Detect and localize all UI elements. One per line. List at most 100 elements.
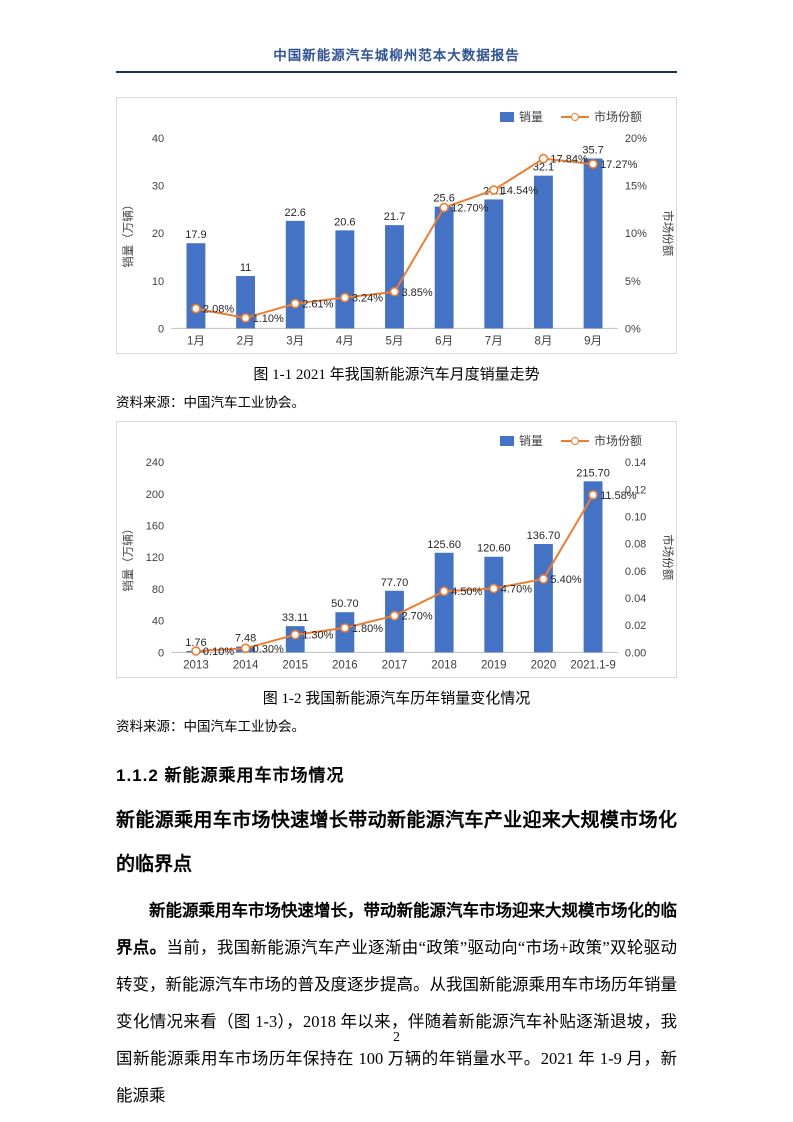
svg-text:10: 10 [152,276,164,288]
svg-text:12.70%: 12.70% [451,203,489,215]
svg-text:1月: 1月 [187,335,205,347]
svg-text:5月: 5月 [386,335,404,347]
svg-text:160: 160 [146,521,164,533]
svg-text:20%: 20% [625,133,647,145]
svg-text:市场份额: 市场份额 [661,534,674,581]
svg-text:2015: 2015 [282,659,308,671]
section-heading: 1.1.2 新能源乘用车市场情况 [116,766,345,785]
legend-bar-label: 销量 [518,110,543,124]
body-paragraph: 新能源乘用车市场快速增长，带动新能源汽车市场迎来大规模市场化的临界点。当前，我国… [116,892,677,1114]
svg-text:120: 120 [146,552,164,564]
svg-text:3.24%: 3.24% [352,293,383,305]
svg-text:0.02: 0.02 [625,620,646,632]
figure-yearly-sales: 销量 市场份额 0 40 80 120 160 200 240 0.00 0.02 0.04 0.06 0… [116,421,677,735]
svg-text:30: 30 [152,181,164,193]
svg-text:32.1: 32.1 [533,162,554,174]
chart-caption-monthly: 图 1-1 2021 年我国新能源汽车月度销量走势 [253,367,540,383]
svg-text:2014: 2014 [233,659,259,671]
svg-text:80: 80 [152,584,164,596]
legend-item-bar: 销量 [499,432,543,449]
svg-text:0.10: 0.10 [625,511,646,523]
paragraph-text: 当前，我国新能源汽车产业逐渐由“政策”驱动向“市场+政策”双轮驱动转变，新能源汽… [116,938,677,1105]
line-marker-swatch-icon [560,112,589,122]
svg-text:2021.1-9: 2021.1-9 [570,659,615,671]
legend-line-label: 市场份额 [593,110,642,124]
svg-text:0: 0 [158,647,164,659]
svg-text:25.6: 25.6 [433,193,454,205]
legend-item-line: 市场份额 [560,108,642,125]
svg-text:2013: 2013 [183,659,209,671]
svg-text:10%: 10% [625,228,647,240]
svg-text:2.61%: 2.61% [302,299,333,311]
svg-text:40: 40 [152,616,164,628]
svg-text:2.08%: 2.08% [203,304,234,316]
source-note-yearly: 资料来源：中国汽车工业协会。 [116,719,305,734]
svg-text:销量（万辆）: 销量（万辆） [121,199,135,268]
svg-text:2016: 2016 [332,659,358,671]
svg-text:1.10%: 1.10% [253,313,284,325]
svg-text:0.04: 0.04 [625,593,646,605]
svg-text:市场份额: 市场份额 [661,210,674,257]
bar-swatch-icon [499,435,514,446]
subsection-heading: 新能源乘用车市场快速增长带动新能源汽车产业迎来大规模市场化的临界点 [116,810,677,875]
svg-text:5%: 5% [625,276,641,288]
svg-text:1.76: 1.76 [185,637,206,649]
svg-text:0.00: 0.00 [625,647,646,659]
svg-text:14.54%: 14.54% [501,185,539,197]
chart-legend: 销量 市场份额 [499,432,642,449]
svg-text:3月: 3月 [286,335,304,347]
combo-chart: 0 10 20 30 40 0% 5% 10% 15% 20% 1月 2月 3月 4月 5月 6月 7月 8月 9月… [121,133,674,347]
page-number: 2 [393,1030,400,1045]
svg-text:33.11: 33.11 [282,612,309,624]
svg-text:2018: 2018 [431,659,457,671]
svg-text:0.08: 0.08 [625,539,646,551]
svg-text:4.50%: 4.50% [451,586,482,598]
svg-text:2月: 2月 [237,335,255,347]
svg-text:50.70: 50.70 [331,598,359,610]
svg-text:11.58%: 11.58% [600,490,637,502]
svg-text:125.60: 125.60 [427,539,461,551]
svg-text:17.9: 17.9 [185,229,206,241]
svg-text:2019: 2019 [481,659,507,671]
svg-text:35.7: 35.7 [582,145,603,157]
svg-text:40: 40 [152,133,164,145]
svg-text:2020: 2020 [531,659,557,671]
page-header-title: 中国新能源汽车城柳州范本大数据报告 [273,48,520,63]
line-marker-swatch-icon [560,436,589,446]
svg-text:20: 20 [152,228,164,240]
svg-text:17.27%: 17.27% [600,159,638,171]
svg-text:20.6: 20.6 [334,216,355,228]
legend-item-line: 市场份额 [560,432,642,449]
chart-caption-yearly: 图 1-2 我国新能源汽车历年销量变化情况 [262,691,531,707]
yearly-sales-chart: 销量 市场份额 0 40 80 120 160 200 240 0.00 0.02 0.04 0.06 0… [116,421,677,678]
svg-text:0%: 0% [625,323,641,335]
svg-text:3.85%: 3.85% [402,287,433,299]
svg-text:200: 200 [146,489,164,501]
svg-text:1.30%: 1.30% [302,630,333,642]
svg-text:4月: 4月 [336,335,354,347]
svg-text:11: 11 [240,262,251,274]
svg-text:21.7: 21.7 [384,211,405,223]
svg-text:215.70: 215.70 [576,467,610,479]
svg-text:240: 240 [146,457,164,469]
svg-text:1.80%: 1.80% [352,623,383,635]
svg-text:7月: 7月 [485,335,503,347]
svg-text:0.14: 0.14 [625,457,646,469]
svg-text:136.70: 136.70 [527,530,561,542]
svg-text:0.10%: 0.10% [203,646,234,658]
svg-text:4.70%: 4.70% [501,584,532,596]
svg-text:22.6: 22.6 [285,207,306,219]
svg-text:7.48: 7.48 [235,632,256,644]
svg-text:9月: 9月 [584,335,602,347]
bar-swatch-icon [499,111,514,122]
svg-text:0: 0 [158,323,164,335]
paragraph-bold-lead: 新能源乘用车市场快速增长，带动新能源汽车市场迎来大规模市场化的临界点。 [116,901,677,957]
svg-text:0.12: 0.12 [625,484,646,496]
page-header: 中国新能源汽车城柳州范本大数据报告 [116,44,677,73]
svg-text:120.60: 120.60 [477,543,511,555]
source-note-monthly: 资料来源：中国汽车工业协会。 [116,395,305,410]
svg-text:77.70: 77.70 [381,577,409,589]
figure-monthly-sales: 销量 市场份额 0 10 20 30 40 0% 5% 10% 15% 20% 1月 2月 3月 4月 5月 6月… [116,97,677,411]
svg-text:5.40%: 5.40% [550,574,581,586]
svg-text:2017: 2017 [382,659,408,671]
